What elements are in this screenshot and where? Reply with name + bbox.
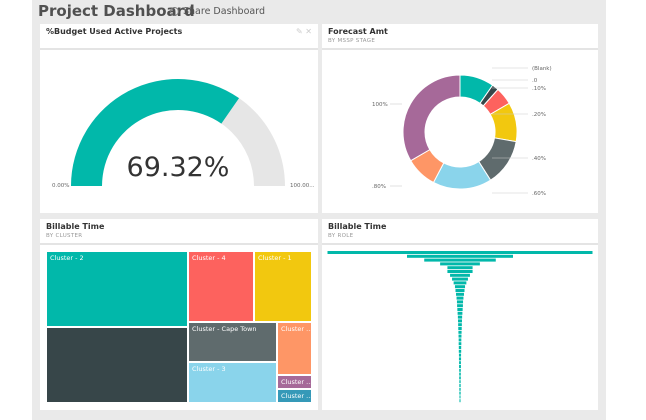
gauge-chart: 69.32% 0.00% 100.00... [52,79,315,189]
funnel-bar[interactable] [458,323,462,327]
funnel-bar[interactable] [458,342,462,346]
page-title: Project Dashboard [38,2,195,20]
funnel-bar[interactable] [458,346,462,349]
tile-title: Billable Time [46,222,105,231]
funnel-bar[interactable] [459,372,461,376]
funnel-bar[interactable] [450,273,470,277]
funnel-bar[interactable] [440,262,480,266]
funnel-bar[interactable] [327,251,593,254]
funnel-bar[interactable] [458,330,462,334]
treemap-cell[interactable]: Cluster ... [277,389,312,403]
donut-label: .80% [372,184,386,190]
funnel-bar[interactable] [453,281,467,285]
tile-budget-gauge[interactable]: %Budget Used Active Projects ✎ ✕ 69.32% … [40,24,318,213]
treemap-cell[interactable]: Cluster ... [277,322,312,375]
share-dashboard-button[interactable]: Share Dashboard [170,6,265,17]
funnel-bar[interactable] [458,357,462,361]
treemap-cell[interactable]: Cluster - 3 [188,362,277,403]
funnel-bar[interactable] [457,315,463,319]
funnel-bar[interactable] [459,391,461,395]
tile-title: %Budget Used Active Projects [46,27,183,36]
funnel-bar[interactable] [458,327,462,330]
funnel-bar[interactable] [454,285,466,289]
funnel-bar[interactable] [459,395,461,399]
funnel-bar[interactable] [456,300,464,304]
donut-label: .60% [532,191,546,197]
funnel-bar[interactable] [459,384,461,387]
tile-header: %Budget Used Active Projects [40,24,318,50]
tile-header: Forecast Amt BY MSSP STAGE [322,24,598,50]
funnel-bar[interactable] [457,304,463,308]
funnel-bar[interactable] [458,334,462,338]
funnel-bar[interactable] [452,277,468,281]
funnel-bar[interactable] [459,399,461,403]
edit-icon[interactable]: ✎ [296,27,303,36]
funnel-bar[interactable] [457,308,463,311]
funnel-bar[interactable] [459,361,461,365]
funnel-bar[interactable] [458,353,462,357]
treemap-cell[interactable]: Cluster ... [277,375,312,389]
donut-label: 100% [372,102,388,108]
treemap-cell[interactable]: Cluster - 1 [254,251,312,322]
funnel-bar[interactable] [459,380,461,384]
funnel-bar[interactable] [447,270,473,273]
funnel-bar[interactable] [458,338,462,342]
funnel-bar[interactable] [456,292,464,296]
tile-header: Billable Time BY CLUSTER [40,219,318,245]
funnel-bar[interactable] [407,254,513,258]
funnel-bar[interactable] [458,349,462,353]
funnel-bar[interactable] [459,387,461,391]
funnel-bar[interactable] [447,266,473,270]
tile-forecast-amt[interactable]: Forecast Amt BY MSSP STAGE (Blank) .0 .10%.… [322,24,598,213]
funnel-bar[interactable] [457,311,463,315]
treemap-cell[interactable]: Cluster - Cape Town [188,322,277,362]
tile-title: Forecast Amt [328,27,388,36]
donut-label: .40% [532,156,546,162]
tile-title: Billable Time [328,222,387,231]
tile-subtitle: BY CLUSTER [46,233,83,239]
funnel-bar[interactable] [455,289,465,292]
treemap-cell[interactable] [46,327,188,403]
tile-subtitle: BY ROLE [328,233,354,239]
tile-subtitle: BY MSSP STAGE [328,38,376,44]
tile-billable-role[interactable]: Billable Time BY ROLE [322,219,598,410]
donut-chart: (Blank) .0 .10% .20% .40% .60% .80% 100% [372,66,552,197]
funnel-bar[interactable] [424,258,496,262]
donut-label: (Blank) [532,66,552,72]
gauge-max-label: 100.00... [290,183,315,189]
share-icon [170,7,179,16]
gauge-value: 69.32% [127,152,230,183]
donut-label: .10% [532,86,546,92]
funnel-bar[interactable] [459,365,461,368]
funnel-bar[interactable] [459,376,461,380]
close-icon[interactable]: ✕ [305,27,312,36]
treemap-cell[interactable]: Cluster - 4 [188,251,254,322]
gauge-fill [71,79,240,186]
donut-label: .20% [532,112,546,118]
donut-slice[interactable] [402,74,461,162]
treemap-cell[interactable]: Cluster - 2 [46,251,188,327]
funnel-chart [327,251,593,403]
funnel-bar[interactable] [456,296,464,300]
gauge-min-label: 0.00% [52,183,69,189]
funnel-bar[interactable] [458,319,462,323]
share-label: Share Dashboard [183,6,265,17]
donut-label: .0 [532,78,538,84]
funnel-bar[interactable] [459,368,461,372]
tile-header: Billable Time BY ROLE [322,219,598,245]
tile-billable-cluster[interactable]: Billable Time BY CLUSTER Cluster - 2 Clust… [40,219,318,410]
